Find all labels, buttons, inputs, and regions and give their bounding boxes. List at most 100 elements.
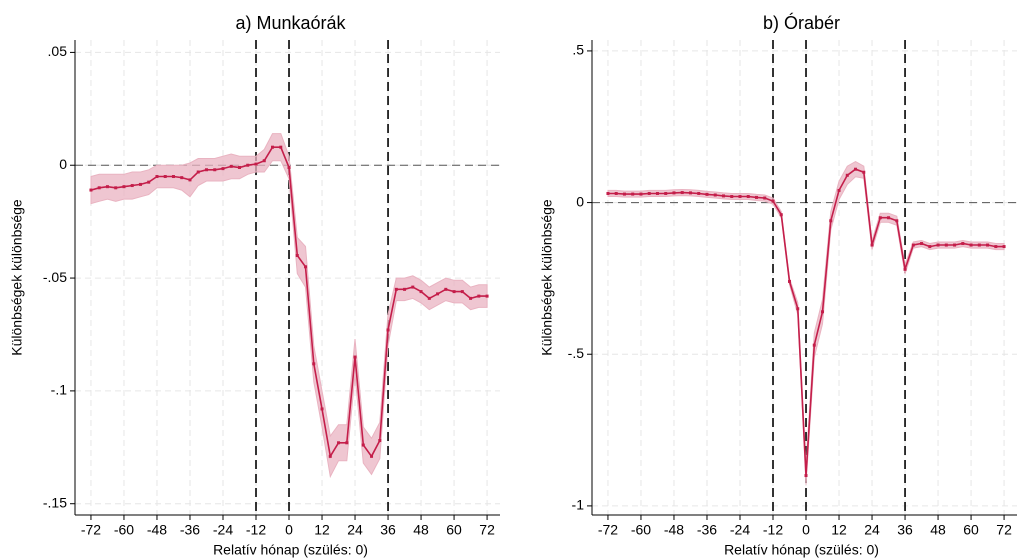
x-tick-label: 24 bbox=[347, 522, 363, 538]
x-tick-label: -36 bbox=[697, 522, 717, 538]
y-tick-label: .5 bbox=[572, 42, 584, 58]
point-marker bbox=[122, 185, 126, 189]
point-marker bbox=[680, 191, 684, 195]
point-marker bbox=[345, 441, 349, 445]
point-marker bbox=[730, 195, 734, 199]
x-axis-label: Relatív hónap (szülés: 0) bbox=[724, 542, 879, 558]
x-tick-label: -12 bbox=[246, 522, 266, 538]
point-marker bbox=[911, 243, 915, 247]
point-marker bbox=[721, 194, 725, 198]
point-marker bbox=[188, 178, 192, 182]
point-marker bbox=[870, 243, 874, 247]
point-marker bbox=[204, 168, 208, 172]
point-marker bbox=[953, 243, 957, 247]
point-marker bbox=[796, 307, 800, 311]
point-marker bbox=[746, 195, 750, 199]
point-marker bbox=[237, 165, 241, 169]
point-marker bbox=[713, 193, 717, 197]
y-tick-label: -.15 bbox=[43, 494, 67, 510]
point-marker bbox=[444, 287, 448, 291]
x-tick-label: 12 bbox=[831, 522, 847, 538]
point-marker bbox=[705, 192, 709, 196]
point-marker bbox=[246, 163, 250, 167]
x-tick-label: 36 bbox=[380, 522, 396, 538]
point-marker bbox=[854, 167, 858, 171]
chart-title: b) Órabér bbox=[763, 12, 840, 33]
point-marker bbox=[147, 180, 151, 184]
point-marker bbox=[460, 290, 464, 294]
point-marker bbox=[969, 243, 973, 247]
y-tick-label: -1 bbox=[572, 497, 585, 513]
point-marker bbox=[845, 173, 849, 177]
y-tick-label: 0 bbox=[59, 156, 67, 172]
point-marker bbox=[763, 196, 767, 200]
point-marker bbox=[469, 296, 473, 300]
point-marker bbox=[738, 195, 742, 199]
x-tick-label: -60 bbox=[631, 522, 651, 538]
y-tick-label: .05 bbox=[48, 43, 68, 59]
x-tick-label: 12 bbox=[314, 522, 330, 538]
x-tick-label: -60 bbox=[114, 522, 134, 538]
point-marker bbox=[812, 343, 816, 347]
point-marker bbox=[986, 243, 990, 247]
point-marker bbox=[105, 185, 109, 189]
point-marker bbox=[878, 216, 882, 220]
point-marker bbox=[452, 290, 456, 294]
x-axis-label: Relatív hónap (szülés: 0) bbox=[213, 542, 368, 558]
y-axis-label: Különbségek különbsége bbox=[9, 199, 25, 356]
point-marker bbox=[697, 191, 701, 195]
point-marker bbox=[862, 170, 866, 174]
x-tick-label: 48 bbox=[930, 522, 946, 538]
y-tick-label: -.5 bbox=[568, 345, 585, 361]
point-marker bbox=[138, 182, 142, 186]
x-tick-label: 48 bbox=[413, 522, 429, 538]
y-tick-label: -.05 bbox=[43, 269, 67, 285]
point-marker bbox=[688, 191, 692, 195]
point-marker bbox=[821, 310, 825, 314]
point-marker bbox=[903, 267, 907, 271]
point-marker bbox=[1002, 245, 1006, 249]
x-tick-label: 72 bbox=[479, 522, 495, 538]
point-marker bbox=[163, 175, 167, 179]
x-tick-label: 24 bbox=[864, 522, 880, 538]
point-marker bbox=[771, 199, 775, 203]
point-marker bbox=[419, 290, 423, 294]
point-marker bbox=[427, 296, 431, 300]
point-marker bbox=[155, 175, 159, 179]
point-marker bbox=[920, 242, 924, 246]
point-marker bbox=[606, 191, 610, 195]
x-tick-label: -12 bbox=[763, 522, 783, 538]
point-marker bbox=[614, 191, 618, 195]
chart-title: a) Munkaórák bbox=[235, 13, 346, 33]
point-marker bbox=[655, 191, 659, 195]
point-marker bbox=[754, 195, 758, 199]
point-marker bbox=[171, 175, 175, 179]
x-tick-label: -36 bbox=[180, 522, 200, 538]
point-marker bbox=[320, 407, 324, 411]
point-marker bbox=[279, 145, 283, 149]
point-marker bbox=[287, 165, 291, 169]
point-marker bbox=[229, 164, 233, 168]
point-marker bbox=[180, 176, 184, 180]
point-marker bbox=[788, 279, 792, 283]
point-marker bbox=[337, 441, 341, 445]
confidence-band bbox=[90, 133, 488, 479]
point-marker bbox=[647, 191, 651, 195]
point-marker bbox=[130, 184, 134, 188]
x-tick-label: 36 bbox=[897, 522, 913, 538]
point-marker bbox=[829, 219, 833, 223]
point-marker bbox=[370, 454, 374, 458]
point-marker bbox=[477, 294, 481, 298]
point-marker bbox=[213, 168, 217, 172]
point-marker bbox=[295, 253, 299, 257]
x-tick-label: -72 bbox=[598, 522, 618, 538]
x-tick-label: 0 bbox=[802, 522, 810, 538]
point-marker bbox=[411, 285, 415, 289]
point-marker bbox=[977, 243, 981, 247]
point-marker bbox=[804, 474, 808, 478]
point-marker bbox=[114, 186, 118, 190]
y-tick-label: 0 bbox=[576, 193, 584, 209]
point-marker bbox=[928, 245, 932, 249]
x-tick-label: 72 bbox=[996, 522, 1012, 538]
